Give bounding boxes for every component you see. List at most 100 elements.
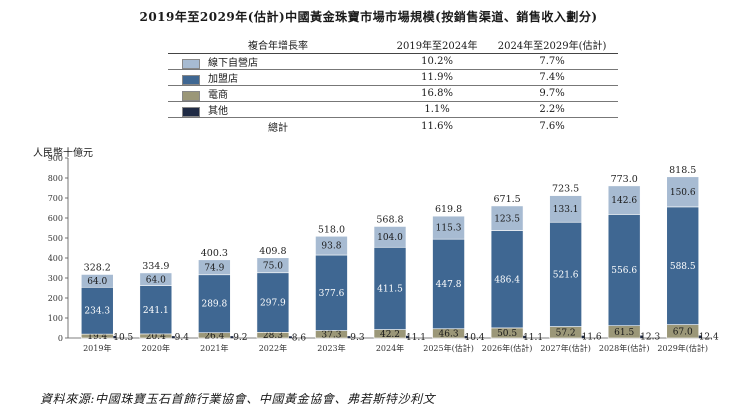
- bar-segment-franchise: [373, 246, 407, 330]
- x-tick-label: 2022年: [259, 343, 287, 353]
- cagr-value: 9.7%: [486, 85, 618, 102]
- total-value-label: 409.8: [259, 246, 286, 257]
- segment-value-label: 115.3: [436, 224, 462, 234]
- cagr-value: 16.8%: [388, 85, 487, 102]
- segment-value-label: 61.5: [614, 328, 634, 338]
- total-value-label: 568.8: [376, 214, 403, 225]
- bar-segment-franchise: [549, 221, 582, 327]
- others-value-label: 12.4: [699, 333, 719, 343]
- segment-value-label: 57.2: [556, 328, 576, 338]
- y-tick-label: 800: [48, 174, 63, 183]
- x-tick-label: 2021年: [200, 343, 228, 353]
- bar-segment-others: [464, 335, 468, 338]
- bar-segment-offline: [607, 185, 641, 215]
- cagr-header-label: 複合年增長率: [168, 36, 388, 54]
- segment-value-label: 486.4: [494, 275, 520, 285]
- cagr-value: 7.7%: [486, 53, 618, 70]
- others-value-label: 9.3: [350, 333, 365, 343]
- segment-value-label: 19.4: [87, 332, 107, 342]
- segment-value-label: 234.3: [84, 307, 110, 317]
- total-value-label: 334.9: [142, 261, 169, 272]
- total-value-label: 518.0: [318, 224, 345, 235]
- cagr-row-ecommerce: 電商 16.8% 9.7%: [168, 85, 618, 102]
- others-value-label: 11.1: [523, 333, 543, 343]
- segment-value-label: 241.1: [143, 306, 169, 316]
- bar-segment-franchise: [198, 274, 231, 334]
- cagr-row-franchise: 加盟店 11.9% 7.4%: [168, 69, 618, 86]
- cagr-value: 10.2%: [388, 53, 487, 70]
- source-note: 資料來源:中國珠寶玉石首飾行業協會、中國黃金協會、弗若斯特沙利文: [40, 392, 436, 406]
- cagr-value: 11.9%: [388, 69, 487, 86]
- bar-segment-franchise: [490, 230, 524, 329]
- x-tick-label: 2020年: [142, 343, 170, 353]
- legend-label-offline: 線下自營店: [208, 58, 258, 69]
- y-tick-label: 900: [48, 154, 63, 163]
- bar-segment-others: [230, 336, 234, 338]
- others-value-label: 12.3: [640, 333, 660, 343]
- bar-segment-others: [698, 335, 702, 338]
- segment-value-label: 123.5: [494, 214, 520, 224]
- segment-value-label: 64.0: [146, 275, 166, 285]
- bar-segment-franchise: [80, 286, 114, 335]
- others-value-label: 8.6: [292, 333, 307, 343]
- cagr-value: 7.4%: [486, 69, 618, 86]
- segment-value-label: 133.1: [553, 205, 579, 215]
- segment-value-label: 93.8: [321, 242, 341, 252]
- total-value-label: 723.5: [552, 184, 579, 195]
- x-tick-label: 2019年: [83, 343, 111, 353]
- x-tick-label: 2024年: [376, 343, 404, 353]
- y-tick-label: 500: [48, 234, 63, 243]
- y-tick-label: 100: [48, 314, 63, 323]
- bar-segment-others: [523, 335, 527, 338]
- others-value-label: 9.2: [233, 333, 247, 343]
- segment-value-label: 67.0: [673, 327, 693, 337]
- bar-segment-others: [347, 336, 351, 338]
- total-value-label: 400.3: [201, 248, 228, 259]
- x-tick-label: 2023年: [317, 343, 345, 353]
- cagr-value: 7.6%: [539, 120, 565, 132]
- bar-segment-offline: [490, 205, 524, 231]
- segment-value-label: 377.6: [319, 289, 345, 299]
- bar-segment-offline: [80, 274, 114, 288]
- cagr-row-offline-self-operated: 線下自營店 10.2% 7.7%: [168, 53, 618, 70]
- cagr-total-label: 總計: [268, 122, 288, 134]
- total-value-label: 773.0: [611, 174, 638, 185]
- legend-swatch-offline: [182, 58, 200, 69]
- bar-segment-offline: [666, 176, 700, 208]
- others-value-label: 11.6: [582, 333, 602, 343]
- others-value-label: 9.4: [175, 333, 190, 343]
- x-tick-label: 2029年(估計): [657, 343, 708, 353]
- legend-label-ecommerce: 電商: [208, 90, 228, 101]
- y-tick-label: 700: [48, 194, 63, 203]
- segment-value-label: 297.9: [260, 299, 286, 309]
- segment-value-label: 447.8: [436, 280, 462, 290]
- segment-value-label: 46.3: [439, 329, 459, 339]
- bar-segment-others: [288, 336, 292, 338]
- bar-segment-franchise: [256, 272, 290, 333]
- segment-value-label: 104.0: [377, 233, 403, 243]
- bar-segment-offline: [139, 272, 173, 286]
- cagr-table: 複合年增長率 2019年至2024年 2024年至2029年(估計) 線下自營店…: [168, 36, 618, 134]
- bar-segment-offline: [198, 259, 231, 276]
- total-value-label: 619.8: [435, 204, 462, 215]
- cagr-table-header: 複合年增長率 2019年至2024年 2024年至2029年(估計): [168, 36, 618, 54]
- total-value-label: 328.2: [84, 262, 111, 273]
- legend-swatch-others: [182, 106, 200, 117]
- segment-value-label: 411.5: [377, 284, 403, 294]
- cagr-row-total: 總計 11.6% 7.6%: [168, 118, 618, 135]
- legend-swatch-ecommerce: [182, 90, 200, 101]
- x-tick-label: 2025年(估計): [423, 343, 474, 353]
- segment-value-label: 75.0: [263, 261, 283, 271]
- cagr-header-2024-2029: 2024年至2029年(估計): [486, 36, 618, 54]
- legend-label-franchise: 加盟店: [208, 74, 238, 85]
- x-tick-label: 2026年(估計): [482, 343, 533, 353]
- cagr-value: 1.1%: [388, 101, 487, 118]
- segment-value-label: 556.6: [611, 266, 637, 276]
- y-tick-label: 400: [48, 254, 63, 263]
- bar-segment-others: [406, 335, 409, 338]
- segment-value-label: 74.9: [204, 263, 224, 273]
- segment-value-label: 150.6: [670, 188, 696, 198]
- y-axis-label: 人民幣十億元: [33, 148, 93, 159]
- segment-value-label: 289.8: [201, 300, 227, 310]
- bar-segment-franchise: [315, 254, 348, 331]
